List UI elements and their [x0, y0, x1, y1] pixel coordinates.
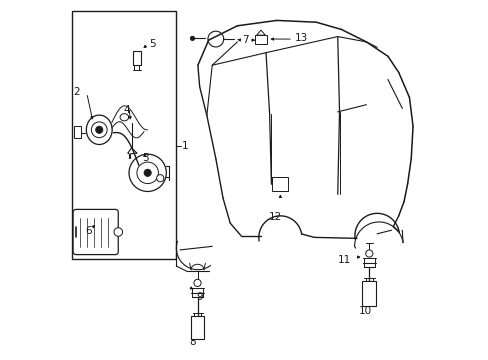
Circle shape [129, 154, 166, 192]
Text: 9: 9 [196, 292, 203, 302]
Ellipse shape [86, 115, 112, 144]
Text: 5: 5 [149, 39, 156, 49]
Polygon shape [256, 30, 265, 35]
Bar [362, 281, 376, 306]
Circle shape [96, 126, 102, 134]
Bar [72, 12, 176, 259]
Text: 3: 3 [142, 153, 149, 163]
Bar [255, 35, 266, 44]
FancyBboxPatch shape [73, 210, 118, 255]
Text: 11: 11 [337, 255, 350, 265]
Circle shape [114, 228, 122, 236]
Circle shape [91, 122, 107, 138]
Text: 7: 7 [242, 35, 248, 45]
Text: 10: 10 [358, 306, 371, 316]
Circle shape [194, 279, 201, 287]
Circle shape [156, 175, 163, 182]
Text: 6: 6 [85, 226, 91, 236]
Circle shape [365, 250, 372, 257]
Circle shape [190, 36, 194, 41]
Text: 12: 12 [268, 212, 282, 221]
Bar [74, 126, 81, 138]
Circle shape [144, 169, 151, 176]
Text: 13: 13 [294, 33, 307, 43]
Circle shape [137, 162, 158, 184]
Text: 8: 8 [189, 337, 195, 347]
Text: 2: 2 [73, 87, 80, 97]
Bar [132, 51, 140, 65]
Text: 1: 1 [182, 141, 188, 151]
Bar [272, 177, 287, 191]
Bar [190, 316, 204, 338]
Text: 4: 4 [123, 105, 130, 115]
